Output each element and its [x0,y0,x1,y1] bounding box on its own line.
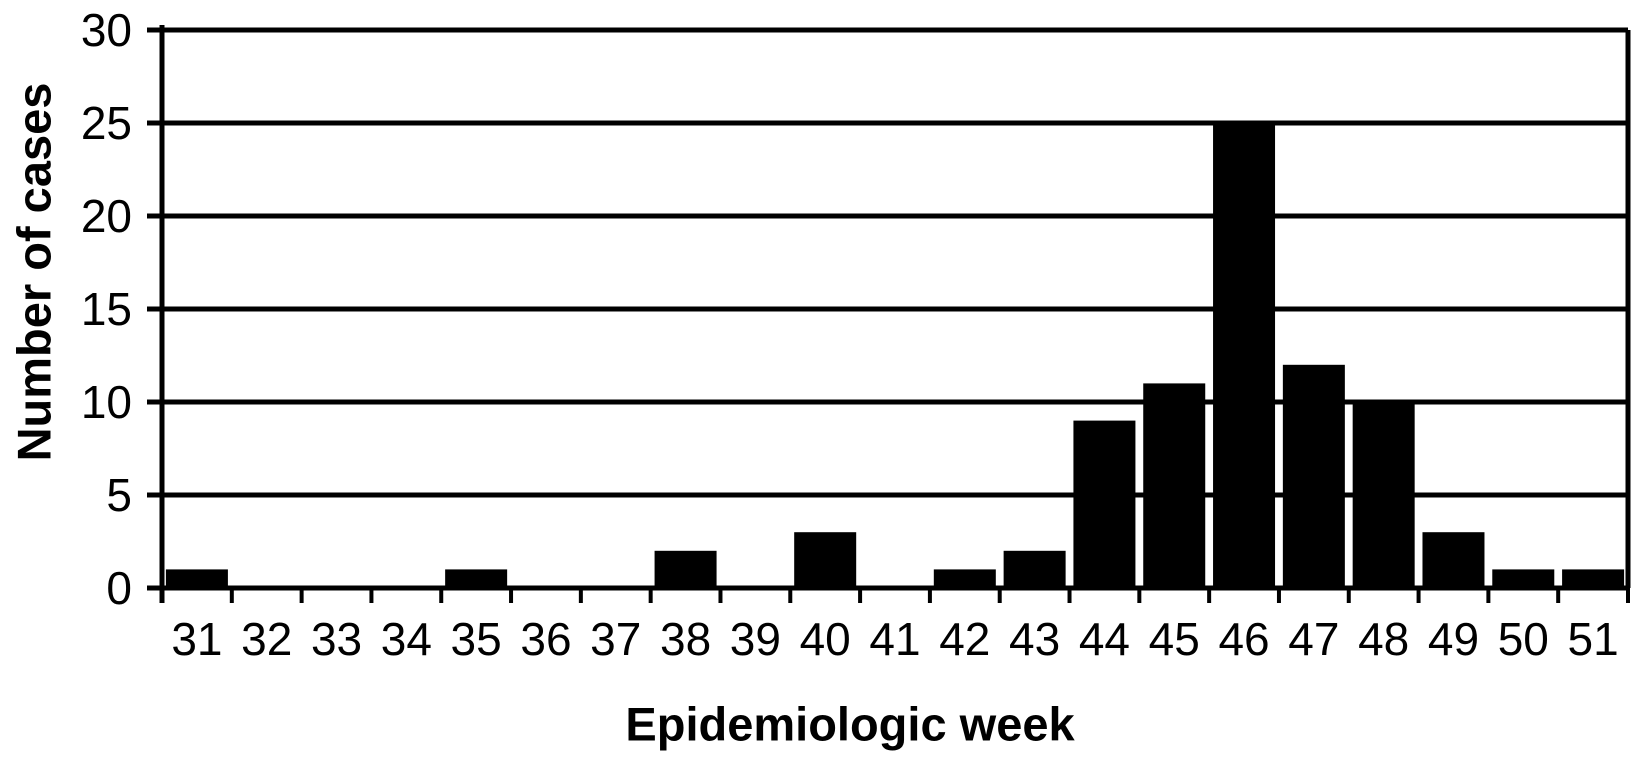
bar-week-46 [1213,123,1276,588]
bar-week-51 [1562,569,1625,588]
x-tick-label-35: 35 [451,613,502,665]
bar-week-47 [1282,364,1345,588]
x-tick-label-32: 32 [241,613,292,665]
y-tick-label-0: 0 [106,562,132,614]
y-tick-label-10: 10 [81,376,132,428]
x-tick-label-50: 50 [1498,613,1549,665]
x-tick-label-39: 39 [730,613,781,665]
y-tick-label-30: 30 [81,4,132,56]
bar-week-40 [794,532,857,588]
bar-week-43 [1003,550,1066,588]
x-tick-label-42: 42 [939,613,990,665]
y-tick-label-5: 5 [106,469,132,521]
y-axis-title: Number of cases [7,82,61,462]
x-tick-label-43: 43 [1009,613,1060,665]
bar-week-44 [1073,420,1136,588]
bar-week-49 [1422,532,1485,588]
x-tick-label-51: 51 [1568,613,1619,665]
bar-week-45 [1143,383,1206,588]
y-tick-label-15: 15 [81,283,132,335]
x-tick-label-44: 44 [1079,613,1130,665]
x-tick-label-47: 47 [1288,613,1339,665]
bar-week-50 [1492,569,1555,588]
bar-week-42 [933,569,996,588]
x-axis-title: Epidemiologic week [625,697,1075,751]
x-tick-label-33: 33 [311,613,362,665]
bar-week-31 [165,569,228,588]
x-tick-label-38: 38 [660,613,711,665]
x-tick-label-40: 40 [800,613,851,665]
bar-week-48 [1352,402,1415,588]
bar-week-38 [654,550,717,588]
x-tick-label-49: 49 [1428,613,1479,665]
bar-week-35 [445,569,508,588]
x-tick-label-36: 36 [520,613,571,665]
x-tick-label-48: 48 [1358,613,1409,665]
x-tick-label-37: 37 [590,613,641,665]
x-tick-label-31: 31 [171,613,222,665]
y-tick-label-20: 20 [81,190,132,242]
x-tick-label-46: 46 [1218,613,1269,665]
x-tick-label-34: 34 [381,613,432,665]
y-tick-label-25: 25 [81,97,132,149]
x-tick-label-41: 41 [869,613,920,665]
x-tick-label-45: 45 [1149,613,1200,665]
